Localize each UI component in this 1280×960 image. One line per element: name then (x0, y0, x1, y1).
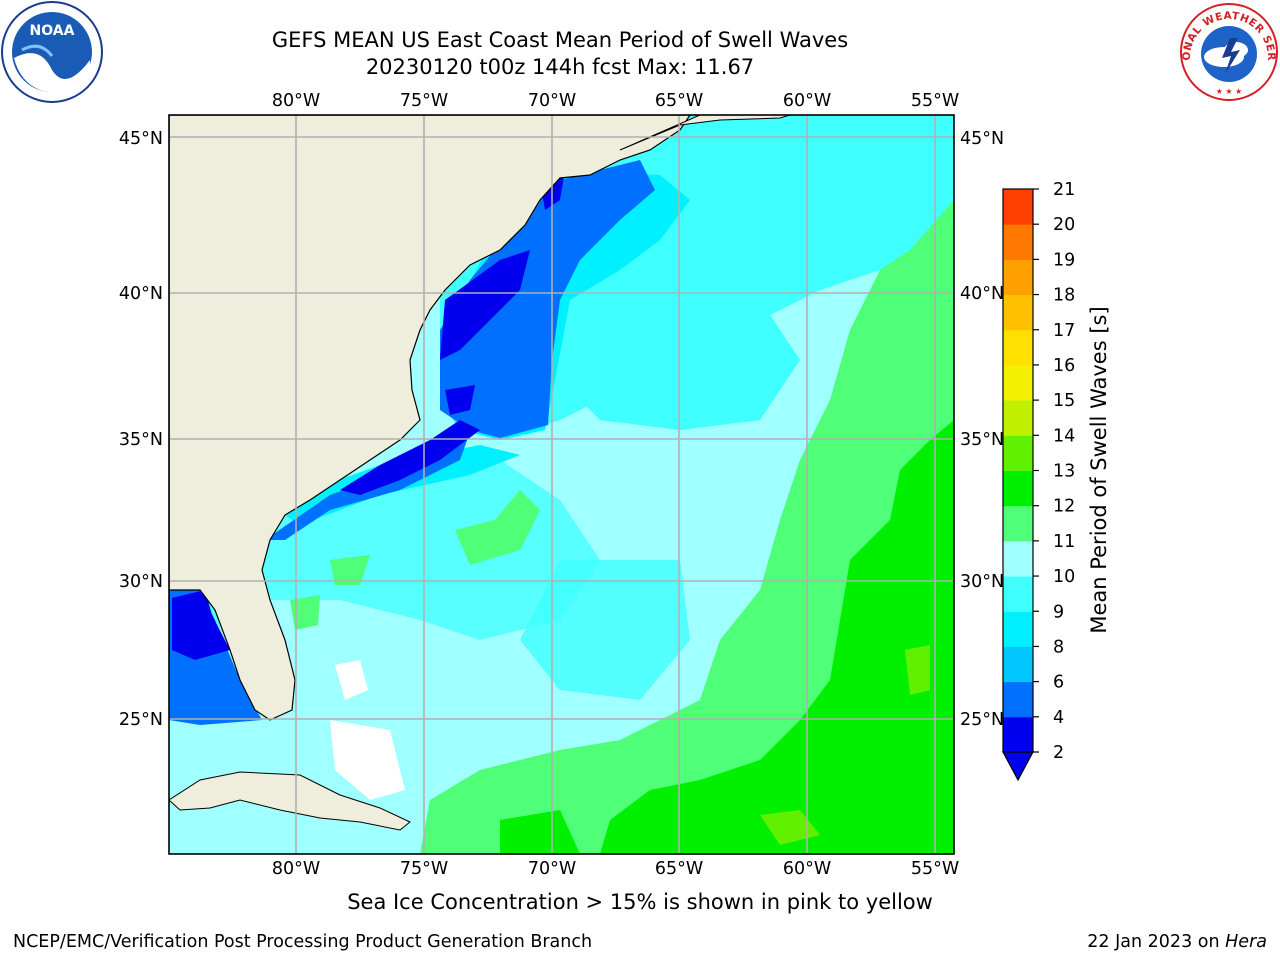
lat-label-left: 25°N (119, 710, 163, 730)
map-title: GEFS MEAN US East Coast Mean Period of S… (271, 28, 849, 52)
lat-label-left: 30°N (119, 572, 163, 592)
colorbar-tick-label: 14 (1053, 426, 1075, 446)
colorbar-tick-label: 4 (1053, 708, 1064, 728)
band-2-4-north (440, 160, 655, 438)
colorbar-swatch (1003, 294, 1033, 331)
footer-date: 22 Jan 2023 on (1087, 932, 1226, 952)
colorbar-swatches (1003, 189, 1033, 753)
lon-label-bottom: 65°W (655, 859, 703, 879)
lon-label-top: 75°W (400, 91, 448, 111)
colorbar-swatch (1003, 364, 1033, 401)
colorbar-tick-label: 19 (1053, 250, 1075, 270)
band-6-8-center (560, 300, 800, 430)
colorbar-swatch (1003, 400, 1033, 436)
colorbar-swatch (1003, 435, 1033, 471)
colorbar-ticks: 2 4 6 8 9 10 11 12 13 14 15 16 17 18 19 20 21 (1033, 180, 1075, 763)
colorbar-tick-label: 15 (1053, 391, 1075, 411)
colorbar-label: Mean Period of Swell Waves [s] (1087, 306, 1111, 633)
colorbar-tick-label: 8 (1053, 637, 1064, 657)
colorbar-swatch (1003, 540, 1033, 577)
band-9-10-patch-1 (330, 555, 370, 585)
band-11-12-patch-2 (905, 645, 930, 695)
colorbar-swatch (1003, 224, 1033, 260)
footer-host: Hera (1225, 932, 1267, 952)
band-10-11-southeast (600, 420, 954, 854)
lon-label-top: 65°W (655, 91, 703, 111)
map-subtitle: 20230120 t00z 144h fcst Max: 11.67 (365, 55, 755, 79)
noaa-logo-text: NOAA (30, 23, 75, 39)
colorbar-tick-label: 13 (1053, 462, 1075, 482)
colorbar-swatch (1003, 611, 1033, 647)
noaa-logo: NOAA (1, 1, 103, 103)
colorbar-swatch (1003, 189, 1033, 225)
band-9-10-east (420, 200, 954, 854)
lon-label-bottom: 80°W (272, 859, 320, 879)
colorbar-swatch (1003, 259, 1033, 296)
colorbar-tick-label: 11 (1053, 532, 1075, 552)
band-below-2-pocket (445, 385, 475, 415)
colorbar-swatch (1003, 716, 1033, 753)
colorbar-swatch (1003, 681, 1033, 718)
colorbar-tick-label: 16 (1053, 356, 1075, 376)
footer-date-host: 22 Jan 2023 on Hera (1087, 932, 1267, 952)
lon-label-bottom: 60°W (783, 859, 831, 879)
land-north-america (169, 115, 691, 721)
colorbar-tick-label: 10 (1053, 567, 1075, 587)
lon-label-top: 60°W (783, 91, 831, 111)
colorbar-tick-label: 2 (1053, 743, 1064, 763)
band-10-11-south (500, 810, 580, 854)
land-cuba (169, 771, 411, 831)
lat-label-right: 45°N (960, 129, 1004, 149)
bahamas-shoal-1 (335, 660, 368, 700)
lon-label-top: 80°W (272, 91, 320, 111)
colorbar-tick-label: 12 (1053, 497, 1075, 517)
band-11-12-patch-1 (760, 810, 820, 845)
lat-label-left: 45°N (119, 129, 163, 149)
lat-label-left: 40°N (119, 284, 163, 304)
colorbar-swatch (1003, 329, 1033, 366)
svg-text:★ ★ ★: ★ ★ ★ (1216, 87, 1243, 96)
colorbar-tick-label: 21 (1053, 180, 1075, 200)
band-6-8-pocket (520, 560, 690, 700)
band-9-10-patch-2 (455, 490, 540, 565)
land-nova-scotia (619, 115, 791, 151)
nws-logo: NATIONAL WEATHER SERVICE ★ ★ ★ (1178, 2, 1278, 101)
colorbar-tick-label: 18 (1053, 286, 1075, 306)
sea-ice-note: Sea Ice Concentration > 15% is shown in … (347, 890, 933, 914)
colorbar-tick-label: 20 (1053, 215, 1075, 235)
lat-label-right: 40°N (960, 284, 1004, 304)
colorbar-tick-label: 17 (1053, 321, 1075, 341)
graticule (169, 115, 954, 854)
band-9-10-patch-3 (290, 595, 320, 630)
lat-label-right: 35°N (960, 430, 1004, 450)
lon-label-top: 70°W (528, 91, 576, 111)
colorbar-swatch (1003, 646, 1033, 683)
lat-label-right: 25°N (960, 710, 1004, 730)
lon-label-bottom: 75°W (400, 859, 448, 879)
band-below-2-gulf-fl (172, 590, 230, 660)
lon-label-bottom: 55°W (911, 859, 959, 879)
band-below-2-mid-atlantic (440, 250, 530, 360)
colorbar-swatch (1003, 470, 1033, 507)
colorbar-tick-label: 6 (1053, 673, 1064, 693)
colorbar-tick-label: 9 (1053, 602, 1064, 622)
colorbar-swatch (1003, 505, 1033, 542)
colorbar-extend-arrow (1001, 751, 1035, 782)
footer-producer: NCEP/EMC/Verification Post Processing Pr… (13, 932, 593, 952)
map-frame (168, 114, 955, 855)
lat-label-left: 35°N (119, 430, 163, 450)
lon-label-bottom: 70°W (528, 859, 576, 879)
lon-label-top: 55°W (911, 91, 959, 111)
lat-label-right: 30°N (960, 572, 1004, 592)
bahamas-shoal-2 (330, 720, 405, 800)
colorbar-swatch (1003, 576, 1033, 612)
